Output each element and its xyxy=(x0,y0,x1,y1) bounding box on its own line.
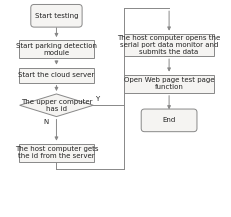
Text: Open Web page test page
function: Open Web page test page function xyxy=(123,77,213,90)
Polygon shape xyxy=(20,94,93,117)
FancyBboxPatch shape xyxy=(18,143,94,162)
Text: End: End xyxy=(162,117,175,123)
FancyBboxPatch shape xyxy=(141,109,196,132)
Text: Y: Y xyxy=(95,96,99,102)
Text: Start testing: Start testing xyxy=(35,13,78,19)
FancyBboxPatch shape xyxy=(31,5,82,27)
FancyBboxPatch shape xyxy=(18,67,94,83)
Text: N: N xyxy=(44,119,49,125)
Text: The host computer gets
the id from the server: The host computer gets the id from the s… xyxy=(15,146,98,159)
Text: The host computer opens the
serial port data monitor and
submits the data: The host computer opens the serial port … xyxy=(117,35,220,55)
Text: Start the cloud server: Start the cloud server xyxy=(18,72,94,78)
FancyBboxPatch shape xyxy=(124,75,213,93)
Text: The upper computer
has id: The upper computer has id xyxy=(21,99,92,112)
Text: Start parking detection
module: Start parking detection module xyxy=(16,43,97,56)
FancyBboxPatch shape xyxy=(124,34,213,56)
FancyBboxPatch shape xyxy=(18,40,94,58)
